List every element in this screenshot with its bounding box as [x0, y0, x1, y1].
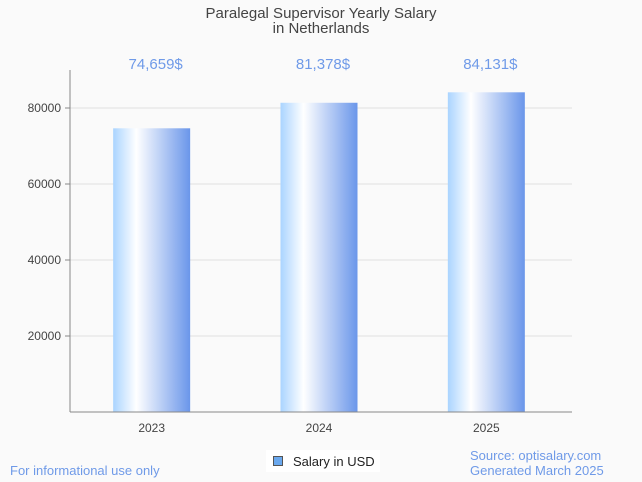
generated-date: Generated March 2025 — [470, 463, 604, 478]
y-tick-label: 20000 — [28, 329, 62, 343]
data-label: 84,131$ — [463, 56, 518, 73]
x-tick-label: 2024 — [306, 421, 333, 435]
disclaimer: For informational use only — [10, 463, 160, 478]
bar — [280, 102, 358, 412]
data-label: 74,659$ — [129, 56, 184, 73]
y-tick-label: 40000 — [28, 253, 62, 267]
bar — [113, 128, 191, 412]
legend-swatch — [273, 456, 283, 466]
bar — [447, 92, 525, 413]
y-tick-label: 60000 — [28, 177, 62, 191]
legend-label: Salary in USD — [293, 453, 375, 469]
x-tick-label: 2025 — [473, 421, 500, 435]
legend[interactable]: Salary in USD — [266, 450, 380, 472]
chart-subtitle: in Netherlands — [273, 20, 370, 37]
chart-title: Paralegal Supervisor Yearly Salary — [206, 5, 437, 22]
source-link[interactable]: Source: optisalary.com — [470, 448, 602, 463]
x-tick-label: 2023 — [138, 421, 165, 435]
data-label: 81,378$ — [296, 56, 351, 73]
y-tick-label: 80000 — [28, 101, 62, 115]
